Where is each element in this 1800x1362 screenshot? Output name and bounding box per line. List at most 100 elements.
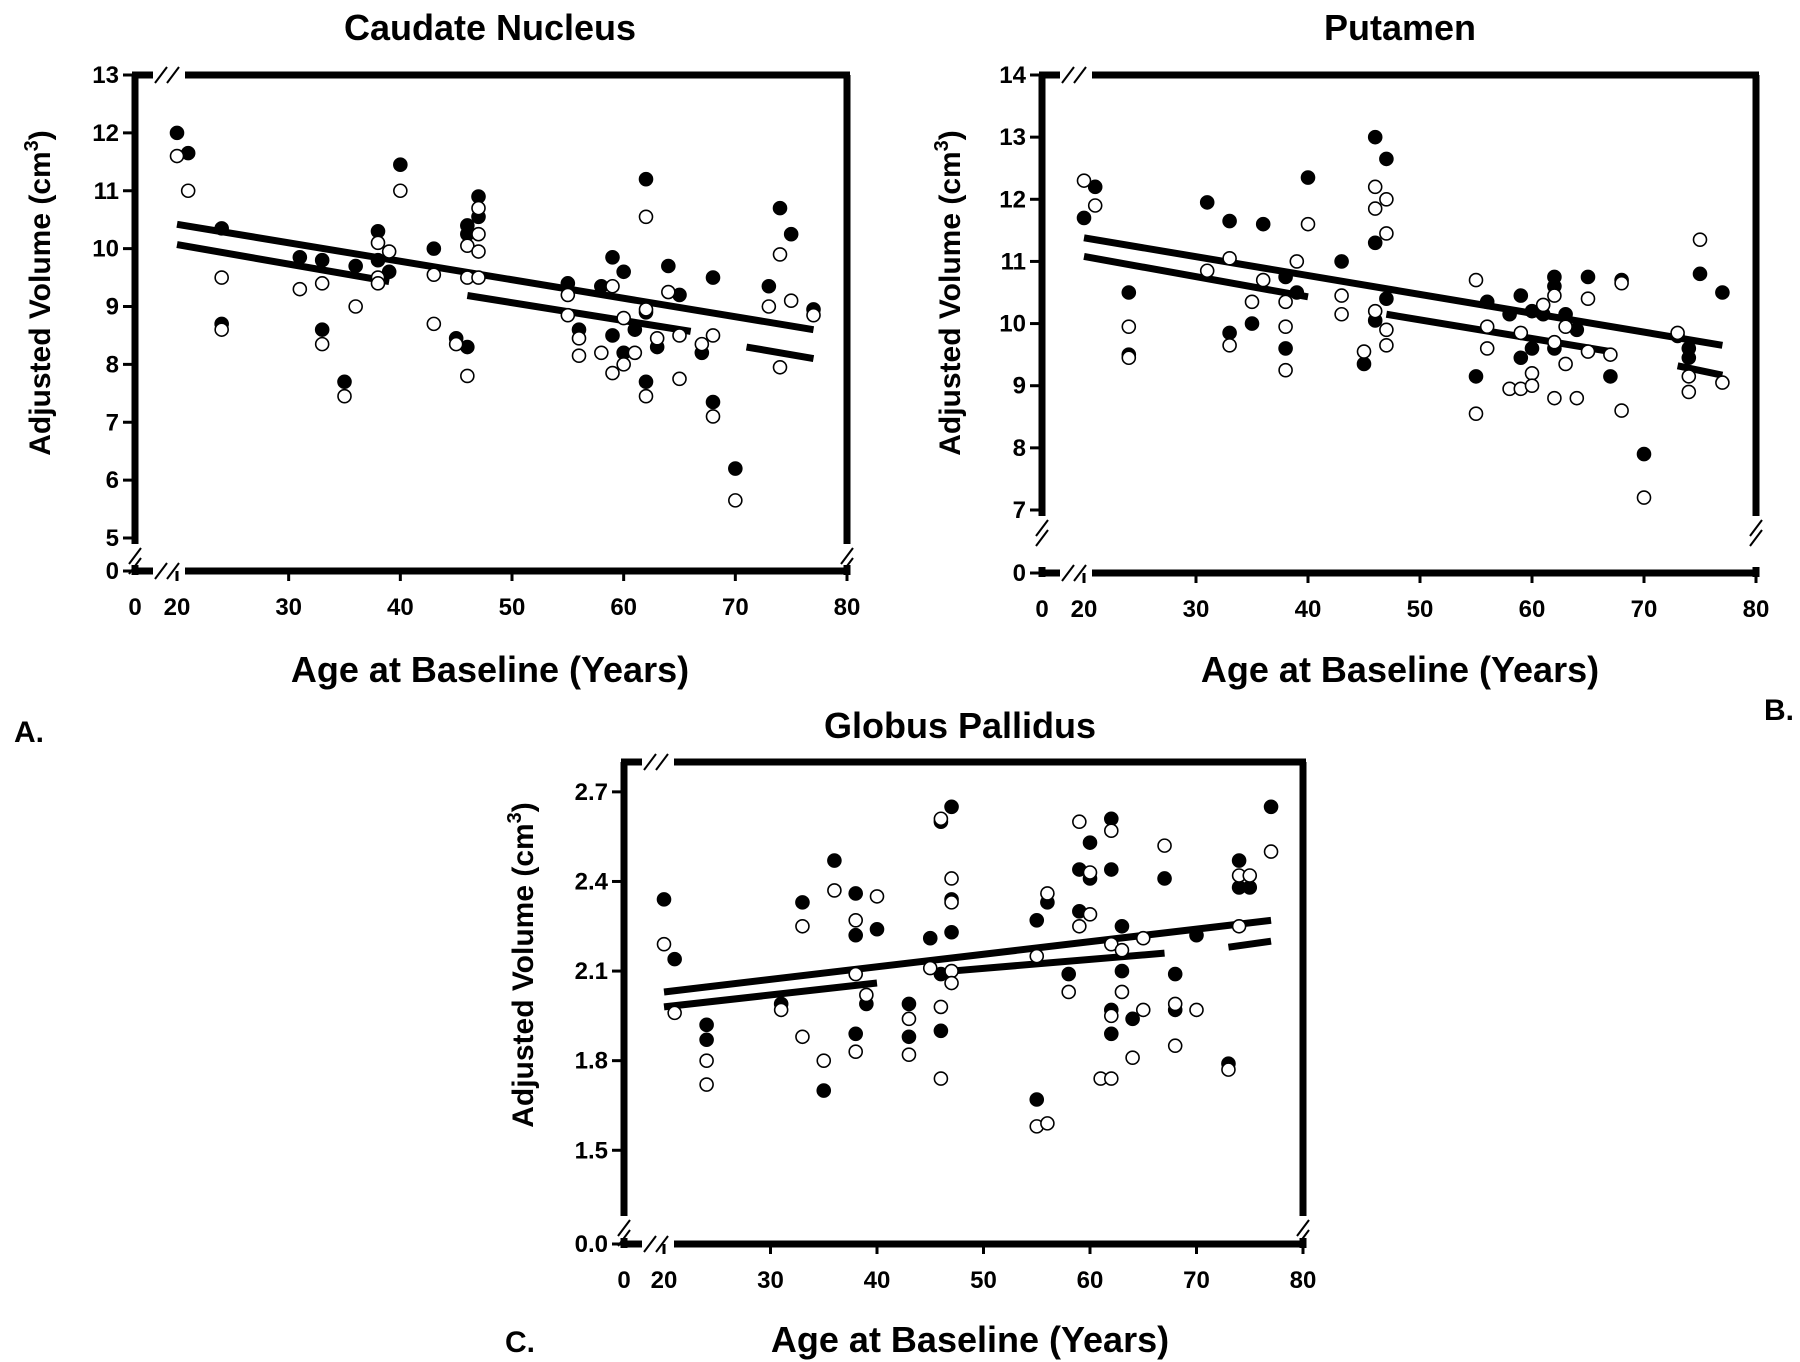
data-point-filled [638, 374, 654, 390]
data-point-open [393, 183, 408, 199]
right-break-mark [1296, 1229, 1310, 1247]
data-point-filled [348, 258, 363, 274]
data-point-open [922, 960, 938, 976]
x-tick-label: 70 [722, 594, 749, 621]
data-point-filled [638, 171, 654, 187]
data-point-open [649, 331, 665, 346]
data-point-open [705, 328, 721, 343]
data-point-open [1379, 226, 1394, 241]
regression-line [1083, 234, 1723, 349]
data-point-open [1535, 297, 1551, 313]
data-point-open [848, 912, 864, 928]
data-point-filled [795, 895, 810, 910]
x-tick-label: 60 [1519, 596, 1546, 623]
data-point-open [1029, 948, 1045, 964]
data-point-open [1125, 1050, 1140, 1065]
data-point-open [460, 368, 475, 384]
data-point-open [1167, 996, 1183, 1012]
data-point-open [292, 281, 308, 297]
panel-c-plot: 1.5 1.8 2.1 2.4 2.7 0.0 0 20 30 40 50 60 70 80 [575, 753, 1317, 1294]
data-point-open [1104, 1008, 1119, 1024]
data-point-open [901, 1011, 917, 1027]
top-break-mark [655, 753, 669, 771]
data-point-open [1300, 216, 1316, 232]
data-point-open [1379, 322, 1394, 338]
data-point-open [471, 226, 486, 242]
data-point-filled [292, 250, 308, 265]
data-point-filled [901, 996, 917, 1012]
data-point-open [1580, 344, 1596, 359]
panel-c-y-axis-label: Adjusted Volume (cm3) [504, 802, 540, 1128]
panel-b-y-axis-label: Adjusted Volume (cm3) [931, 130, 967, 456]
data-point-open [699, 1077, 714, 1092]
data-point-open [1569, 390, 1585, 406]
data-point-filled [728, 461, 743, 476]
data-point-filled [1558, 306, 1573, 322]
data-point-open [1040, 886, 1055, 901]
data-point-open [661, 284, 676, 300]
data-point-filled [761, 278, 777, 294]
data-point-filled [1231, 853, 1247, 868]
x-tick-label: 80 [1290, 1267, 1317, 1294]
y-tick-label: 11 [94, 178, 119, 205]
data-point-open [795, 1029, 810, 1045]
data-point-open [705, 409, 721, 424]
data-point-filled [1263, 799, 1279, 815]
data-point-open [1524, 378, 1540, 394]
data-point-open [605, 278, 620, 294]
data-point-open [370, 235, 386, 251]
data-point-filled [1076, 210, 1092, 226]
data-point-open [944, 871, 959, 886]
data-point-open [944, 975, 959, 991]
regression-line [1083, 253, 1309, 301]
panel-a-y-axis-label-close: ) [24, 130, 57, 140]
data-point-open [1558, 356, 1573, 372]
y-tick-label: 11 [1001, 248, 1026, 275]
data-point-open [1681, 369, 1697, 384]
data-point-filled [337, 374, 352, 390]
data-point-open [1547, 390, 1562, 406]
top-break-mark [1061, 66, 1075, 84]
data-point-open [827, 883, 842, 898]
data-point-filled [1082, 835, 1098, 850]
data-point-open [1524, 365, 1540, 381]
x-tick-label: 40 [387, 594, 414, 621]
data-point-filled [1104, 862, 1119, 877]
y-tick-label: 9 [106, 294, 119, 321]
data-point-filled [1300, 170, 1316, 185]
data-point-open [933, 999, 949, 1015]
data-point-open [848, 966, 864, 982]
data-point-filled [869, 921, 885, 937]
data-point-open [1614, 275, 1629, 291]
data-point-filled [1104, 811, 1119, 827]
data-point-filled [901, 1029, 917, 1045]
data-point-open [1468, 406, 1484, 421]
data-point-filled [605, 328, 620, 343]
data-point-filled [393, 157, 408, 173]
y-tick-label-zero: 0 [1013, 560, 1026, 587]
data-point-open [1072, 814, 1087, 830]
top-break-mark [1073, 66, 1087, 84]
data-point-open [348, 299, 363, 314]
y-tick-label: 2.1 [575, 958, 608, 985]
data-point-filled [1379, 291, 1394, 307]
data-point-open [471, 244, 486, 259]
y-tick-label: 10 [999, 311, 1026, 338]
x-tick-label-zero: 0 [1035, 596, 1048, 623]
data-point-filled [1157, 871, 1172, 886]
data-point-filled [1715, 285, 1730, 300]
data-point-open [616, 310, 631, 326]
data-point-open [1157, 838, 1172, 853]
data-point-open [944, 963, 959, 979]
data-point-filled [1242, 880, 1258, 895]
data-point-filled [1125, 1011, 1140, 1027]
x-tick-label-zero: 0 [128, 594, 141, 621]
data-point-filled [661, 258, 676, 274]
data-point-open [1379, 191, 1394, 207]
data-point-filled [1114, 963, 1130, 979]
data-point-filled [1167, 966, 1183, 982]
right-break-mark [840, 547, 854, 565]
data-point-open [1479, 341, 1495, 356]
right-break-mark [1296, 1219, 1310, 1237]
data-point-open [1167, 1038, 1183, 1054]
